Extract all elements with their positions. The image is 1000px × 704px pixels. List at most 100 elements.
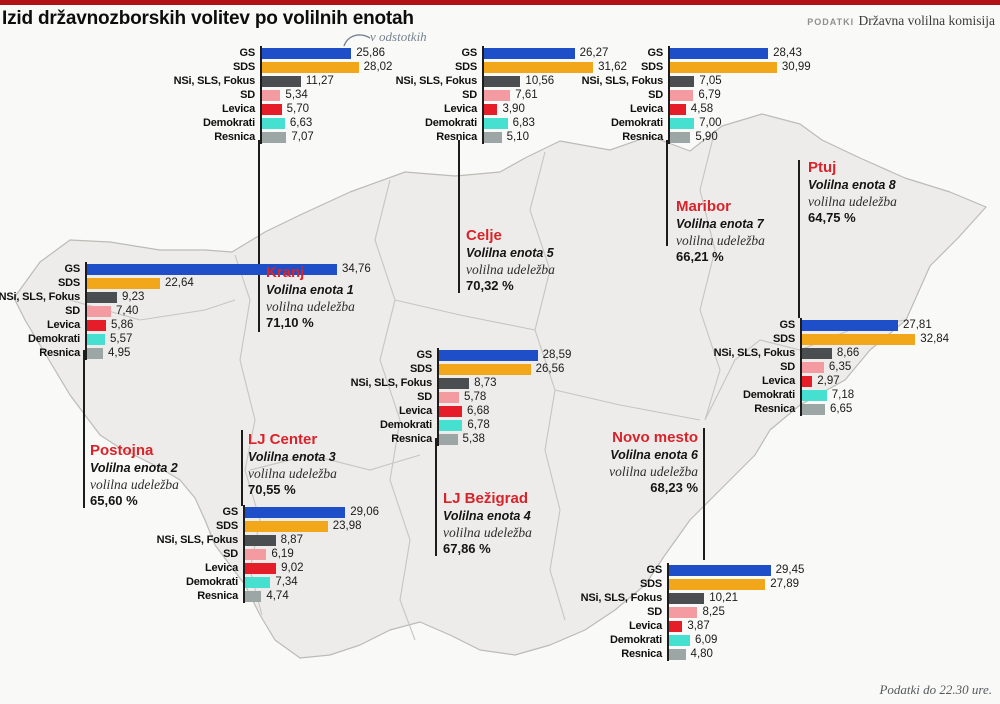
- value-label: 6,78: [467, 419, 490, 431]
- value-label: 6,65: [829, 403, 853, 415]
- value-label: 26,56: [535, 363, 565, 375]
- party-label: SDS: [639, 578, 662, 590]
- party-label: SDS: [57, 277, 80, 289]
- chart-row: GS 28,43: [559, 46, 811, 60]
- party-label: GS: [222, 506, 239, 518]
- axis-and-bar: 10,56: [482, 74, 554, 88]
- source-label: PODATKI: [807, 17, 855, 27]
- party-label: Levica: [761, 375, 795, 387]
- value-bar: [262, 117, 285, 129]
- unit-name: Volilna enota 4: [443, 509, 531, 524]
- axis-and-bar: 7,07: [260, 130, 314, 144]
- chart-row: Levica 2,97: [691, 374, 949, 388]
- party-label: Levica: [46, 319, 80, 331]
- axis-and-bar: 5,70: [260, 102, 309, 116]
- axis-and-bar: 28,02: [260, 60, 392, 74]
- value-label: 6,19: [271, 548, 294, 560]
- connector-celje: [458, 140, 460, 293]
- value-label: 5,57: [110, 333, 133, 345]
- chart-row: Demokrati 7,18: [691, 388, 949, 402]
- party-label: NSi, SLS, Fokus: [580, 592, 663, 604]
- unit-note: v odstotkih: [370, 29, 427, 44]
- party-label: Demokrati: [425, 117, 477, 129]
- party-label: SD: [65, 305, 80, 317]
- value-bar: [87, 347, 103, 359]
- chart-row: GS 26,27: [373, 46, 627, 60]
- connector-lj-center: [241, 430, 243, 506]
- chart-row: SDS 32,84: [691, 332, 949, 346]
- chart-row: Resnica 7,07: [151, 130, 392, 144]
- axis-and-bar: 3,90: [482, 102, 525, 116]
- turnout-value: 68,23 %: [650, 480, 698, 496]
- value-bar: [669, 648, 686, 660]
- value-bar: [262, 47, 352, 59]
- chart-row: SDS 28,02: [151, 60, 392, 74]
- value-label: 4,74: [266, 590, 289, 602]
- axis-and-bar: 6,78: [437, 418, 490, 432]
- chart-row: Demokrati 7,00: [559, 116, 811, 130]
- axis-and-bar: 3,87: [667, 619, 710, 633]
- party-label: GS: [64, 263, 81, 275]
- value-bar: [669, 592, 705, 604]
- turnout-label: volilna udeležba: [466, 262, 555, 278]
- value-bar: [802, 361, 824, 373]
- value-bar: [87, 277, 160, 289]
- city-name: LJ Center: [248, 431, 318, 448]
- axis-and-bar: 23,98: [243, 519, 362, 533]
- axis-and-bar: 11,27: [260, 74, 334, 88]
- axis-and-bar: 8,73: [437, 376, 497, 390]
- chart-row: Levica 6,68: [328, 404, 571, 418]
- value-bar: [670, 131, 691, 143]
- party-label: SD: [462, 89, 477, 101]
- party-label: NSi, SLS, Fokus: [350, 377, 433, 389]
- axis-and-bar: 26,27: [482, 46, 608, 60]
- chart-row: NSi, SLS, Fokus 10,56: [373, 74, 627, 88]
- axis-and-bar: 29,06: [243, 505, 379, 519]
- bar-chart-ptuj: GS 27,81 SDS 32,84 NSi, SLS, Fokus 8,66 SD 6,35…: [691, 318, 949, 416]
- value-label: 27,81: [902, 319, 932, 331]
- axis-and-bar: 30,99: [668, 60, 811, 74]
- value-bar: [484, 103, 498, 115]
- chart-row: SD 5,34: [151, 88, 392, 102]
- footer-note: Podatki do 22.30 ure.: [879, 682, 992, 697]
- party-label: SD: [417, 391, 432, 403]
- axis-and-bar: 4,80: [667, 647, 713, 661]
- value-label: 32,84: [920, 333, 950, 345]
- chart-row: Levica 3,87: [558, 619, 804, 633]
- chart-row: Levica 3,90: [373, 102, 627, 116]
- value-label: 7,07: [291, 131, 314, 143]
- city-name: Novo mesto: [612, 429, 698, 446]
- chart-row: Demokrati 6,78: [328, 418, 571, 432]
- party-label: Levica: [629, 103, 663, 115]
- unit-name: Volilna enota 8: [808, 178, 896, 193]
- chart-row: NSi, SLS, Fokus 8,66: [691, 346, 949, 360]
- axis-and-bar: 8,87: [243, 533, 303, 547]
- value-label: 7,61: [515, 89, 538, 101]
- value-label: 5,86: [111, 319, 134, 331]
- value-label: 28,43: [773, 47, 802, 59]
- chart-row: NSi, SLS, Fokus 10,21: [558, 591, 804, 605]
- value-bar: [262, 89, 281, 101]
- value-label: 5,10: [506, 131, 529, 143]
- axis-and-bar: 5,38: [437, 432, 485, 446]
- connector-lj-bezigrad: [435, 438, 437, 556]
- district-label-maribor: Maribor Volilna enota 7 volilna udeležba…: [676, 197, 765, 266]
- chart-row: SDS 30,99: [559, 60, 811, 74]
- party-label: Demokrati: [743, 389, 795, 401]
- party-label: GS: [779, 319, 796, 331]
- axis-and-bar: 10,21: [667, 591, 738, 605]
- party-label: Demokrati: [28, 333, 80, 345]
- party-label: Demokrati: [186, 576, 238, 588]
- unit-name: Volilna enota 3: [248, 450, 336, 465]
- party-label: Levica: [628, 620, 662, 632]
- value-label: 8,73: [474, 377, 497, 389]
- chart-row: Demokrati 6,09: [558, 633, 804, 647]
- value-label: 5,70: [286, 103, 310, 115]
- value-label: 28,02: [363, 61, 393, 73]
- party-label: SDS: [454, 61, 477, 73]
- district-label-lj-bezigrad: LJ Bežigrad Volilna enota 4 volilna udel…: [443, 489, 532, 558]
- unit-name: Volilna enota 1: [266, 283, 354, 298]
- chart-row: SD 6,19: [134, 547, 379, 561]
- top-red-rule: [0, 0, 1000, 5]
- axis-and-bar: 5,57: [85, 332, 132, 346]
